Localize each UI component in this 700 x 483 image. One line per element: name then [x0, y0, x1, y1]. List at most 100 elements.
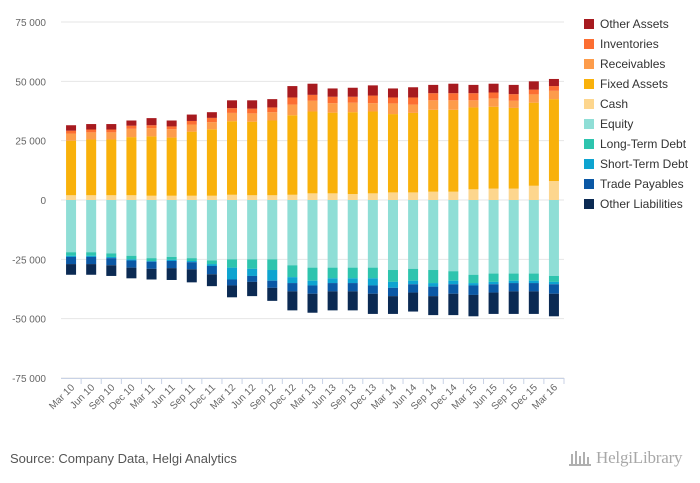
bar-segment-trade-payables — [347, 283, 358, 292]
bar-segment-other-assets — [227, 100, 238, 109]
bar-segment-short-term-debt — [247, 268, 258, 276]
bar-segment-equity — [387, 200, 398, 271]
bar-segment-cash — [367, 193, 378, 200]
bar-segment-short-term-debt — [448, 280, 459, 285]
bar-segment-long-term-debt — [508, 273, 519, 281]
bar-segment-cash — [227, 194, 238, 200]
bar-segment-equity — [287, 200, 298, 266]
bar-segment-other-liabilities — [448, 293, 459, 316]
bar-segment-cash — [106, 195, 117, 200]
bar-segment-other-assets — [106, 124, 117, 130]
library-columns-icon — [569, 451, 591, 466]
bar-segment-long-term-debt — [186, 258, 197, 261]
legend-swatch — [584, 39, 594, 49]
bar-segment-receivables — [227, 112, 238, 122]
bar-segment-long-term-debt — [287, 265, 298, 278]
bar-segment-other-assets — [186, 114, 197, 121]
bar-segment-other-assets — [528, 81, 539, 90]
bar-segment-long-term-debt — [206, 260, 217, 265]
bar-segment-inventories — [387, 97, 398, 104]
bar-segment-other-liabilities — [387, 296, 398, 314]
y-tick-label: -25 000 — [12, 255, 46, 266]
bar-segment-trade-payables — [186, 262, 197, 270]
bar-segment-fixed-assets — [146, 136, 157, 196]
legend-item-other-liabilities[interactable]: Other Liabilities — [584, 197, 683, 211]
y-tick-label: -50 000 — [12, 315, 46, 326]
bar-segment-cash — [126, 195, 137, 200]
bar-segment-short-term-debt — [66, 255, 77, 257]
bar-segment-trade-payables — [106, 258, 117, 266]
bar-segment-receivables — [66, 133, 77, 141]
legend-item-short-term-debt[interactable]: Short-Term Debt — [584, 157, 689, 171]
bar-segment-long-term-debt — [528, 273, 539, 281]
bar-segment-long-term-debt — [126, 255, 137, 260]
legend-item-equity[interactable]: Equity — [584, 117, 633, 131]
bar-segment-inventories — [166, 126, 177, 130]
bar-segment-inventories — [508, 94, 519, 101]
legend-item-cash[interactable]: Cash — [584, 97, 628, 111]
legend-swatch — [584, 59, 594, 69]
bar-segment-inventories — [227, 108, 238, 113]
bar-segment-fixed-assets — [186, 131, 197, 196]
bar-segment-fixed-assets — [528, 102, 539, 186]
bar-segment-receivables — [146, 128, 157, 137]
bar-segment-fixed-assets — [327, 112, 338, 194]
bar-segment-inventories — [267, 107, 278, 113]
bar-segment-cash — [247, 195, 258, 200]
bar-segment-trade-payables — [528, 283, 539, 292]
bar-segment-cash — [66, 195, 77, 200]
bar-segment-other-liabilities — [166, 268, 177, 280]
bar-segment-long-term-debt — [86, 252, 97, 256]
bar-segment-short-term-debt — [126, 259, 137, 261]
bar-segment-short-term-debt — [86, 255, 97, 257]
bar-segment-cash — [468, 189, 479, 200]
bar-segment-short-term-debt — [367, 278, 378, 286]
bar-segment-equity — [86, 200, 97, 253]
bar-segment-inventories — [287, 97, 298, 105]
bar-segment-fixed-assets — [408, 112, 419, 193]
bar-segment-other-liabilities — [206, 274, 217, 287]
legend-item-long-term-debt[interactable]: Long-Term Debt — [584, 137, 687, 151]
bar-segment-trade-payables — [387, 287, 398, 297]
bar-segment-fixed-assets — [86, 139, 97, 196]
bar-segment-short-term-debt — [387, 281, 398, 288]
bar-segment-other-liabilities — [327, 291, 338, 311]
legend-label: Short-Term Debt — [600, 157, 689, 171]
legend-item-inventories[interactable]: Inventories — [584, 37, 659, 51]
bar-segment-other-liabilities — [227, 285, 238, 298]
bar-segment-trade-payables — [307, 285, 318, 294]
legend-item-other-assets[interactable]: Other Assets — [584, 17, 669, 31]
bar-segment-equity — [508, 200, 519, 274]
bar-segment-equity — [66, 200, 77, 253]
brand-name: HelgiLibrary — [596, 448, 683, 467]
bar-segment-fixed-assets — [106, 139, 117, 196]
legend-item-trade-payables[interactable]: Trade Payables — [584, 177, 684, 191]
bar-segment-receivables — [448, 100, 459, 110]
bar-segment-equity — [367, 200, 378, 268]
bar-segment-inventories — [146, 125, 157, 129]
bar-segment-receivables — [548, 90, 559, 100]
bar-segment-other-assets — [408, 87, 419, 98]
bar-segment-inventories — [206, 117, 217, 123]
bar-segment-other-assets — [548, 78, 559, 87]
legend-item-fixed-assets[interactable]: Fixed Assets — [584, 77, 668, 91]
bar-segment-long-term-debt — [548, 275, 559, 282]
bar-segment-inventories — [86, 129, 97, 133]
bar-segment-receivables — [247, 113, 258, 122]
bar-segment-short-term-debt — [488, 281, 499, 285]
bar-segment-other-liabilities — [548, 293, 559, 317]
bar-segment-short-term-debt — [267, 270, 278, 281]
bar-segment-receivables — [267, 112, 278, 121]
y-tick-label: 25 000 — [15, 137, 46, 148]
legend-item-receivables[interactable]: Receivables — [584, 57, 665, 71]
bar-segment-receivables — [106, 132, 117, 140]
bar-segment-equity — [186, 200, 197, 259]
bar-segment-other-liabilities — [247, 281, 258, 297]
bar-segment-cash — [166, 195, 177, 200]
bar-segment-receivables — [86, 132, 97, 140]
legend-label: Trade Payables — [600, 177, 684, 191]
bar-segment-equity — [146, 200, 157, 259]
bar-segment-cash — [287, 194, 298, 200]
bar-segment-long-term-debt — [247, 259, 258, 269]
legend-label: Long-Term Debt — [600, 137, 687, 151]
